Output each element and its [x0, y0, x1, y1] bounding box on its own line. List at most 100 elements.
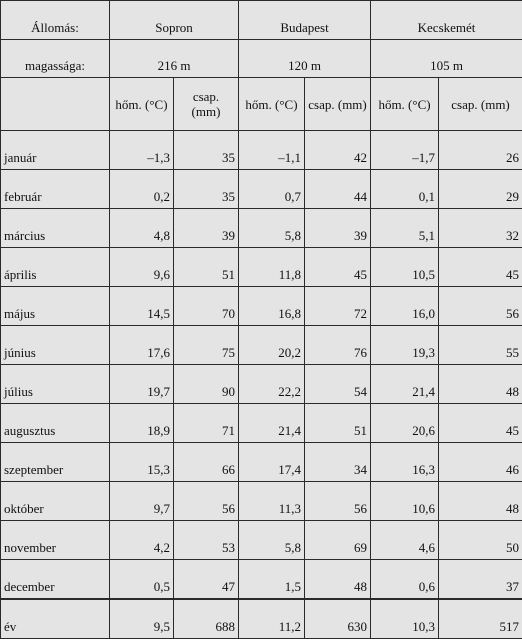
precip-cell: 45 [439, 404, 522, 443]
precip-cell: 90 [174, 365, 239, 404]
precip-cell: 66 [174, 443, 239, 482]
precip-cell: 46 [439, 443, 522, 482]
month-label: szeptember [1, 443, 110, 482]
temp-cell: 10,5 [371, 248, 439, 287]
precip-cell: 37 [439, 560, 522, 600]
altitude-kecskemet: 105 m [371, 40, 522, 78]
precip-cell: 32 [439, 209, 522, 248]
temp-cell: 18,9 [110, 404, 174, 443]
col-precip-kecskemet: csap. (mm) [439, 78, 522, 131]
precip-cell: 517 [439, 599, 522, 639]
col-precip-sopron: csap. (mm) [174, 78, 239, 131]
precip-cell: 51 [305, 404, 371, 443]
temp-cell: 15,3 [110, 443, 174, 482]
precip-cell: 51 [174, 248, 239, 287]
month-label: január [1, 131, 110, 170]
temp-cell: 17,6 [110, 326, 174, 365]
temp-cell: 5,8 [239, 521, 305, 560]
precip-cell: 54 [305, 365, 371, 404]
precip-cell: 39 [305, 209, 371, 248]
col-temp-kecskemet: hőm. (°C) [371, 78, 439, 131]
blank-header-cell [1, 78, 110, 131]
temp-cell: 17,4 [239, 443, 305, 482]
precip-cell: 56 [305, 482, 371, 521]
col-precip-budapest: csap. (mm) [305, 78, 371, 131]
temp-cell: 0,1 [371, 170, 439, 209]
precip-cell: 48 [439, 365, 522, 404]
temp-cell: 16,3 [371, 443, 439, 482]
precip-cell: 26 [439, 131, 522, 170]
temp-cell: 4,2 [110, 521, 174, 560]
station-label: Állomás: [1, 1, 110, 40]
temp-cell: 11,2 [239, 599, 305, 639]
month-label: március [1, 209, 110, 248]
temp-cell: 0,5 [110, 560, 174, 600]
precip-cell: 42 [305, 131, 371, 170]
month-label: november [1, 521, 110, 560]
col-temp-sopron: hőm. (°C) [110, 78, 174, 131]
temp-cell: –1,7 [371, 131, 439, 170]
temp-cell: 19,7 [110, 365, 174, 404]
precip-cell: 45 [305, 248, 371, 287]
temp-cell: 9,5 [110, 599, 174, 639]
col-temp-budapest: hőm. (°C) [239, 78, 305, 131]
altitude-row: magassága: 216 m 120 m 105 m [1, 40, 522, 78]
precip-cell: 55 [439, 326, 522, 365]
station-sopron: Sopron [110, 1, 239, 40]
precip-cell: 56 [174, 482, 239, 521]
precip-cell: 34 [305, 443, 371, 482]
precip-cell: 29 [439, 170, 522, 209]
precip-cell: 71 [174, 404, 239, 443]
precip-cell: 48 [439, 482, 522, 521]
month-label: július [1, 365, 110, 404]
month-label: év [1, 599, 110, 639]
altitude-budapest: 120 m [239, 40, 371, 78]
temp-cell: 4,6 [371, 521, 439, 560]
precip-cell: 72 [305, 287, 371, 326]
precip-cell: 48 [305, 560, 371, 600]
temp-cell: 19,3 [371, 326, 439, 365]
temp-cell: 16,0 [371, 287, 439, 326]
temp-cell: 10,6 [371, 482, 439, 521]
month-label: október [1, 482, 110, 521]
temp-cell: 11,3 [239, 482, 305, 521]
precip-cell: 69 [305, 521, 371, 560]
temp-cell: 22,2 [239, 365, 305, 404]
station-name-row: Állomás: Sopron Budapest Kecskemét [1, 1, 522, 40]
precip-cell: 44 [305, 170, 371, 209]
temp-cell: 21,4 [239, 404, 305, 443]
column-header-row: hőm. (°C) csap. (mm) hőm. (°C) csap. (mm… [1, 78, 522, 131]
temp-cell: 5,1 [371, 209, 439, 248]
month-label: december [1, 560, 110, 600]
temp-cell: 1,5 [239, 560, 305, 600]
temp-cell: 10,3 [371, 599, 439, 639]
altitude-sopron: 216 m [110, 40, 239, 78]
precip-cell: 53 [174, 521, 239, 560]
precip-cell: 39 [174, 209, 239, 248]
station-budapest: Budapest [239, 1, 371, 40]
month-label: május [1, 287, 110, 326]
precip-cell: 76 [305, 326, 371, 365]
month-label: április [1, 248, 110, 287]
month-label: június [1, 326, 110, 365]
precip-cell: 47 [174, 560, 239, 600]
precip-cell: 56 [439, 287, 522, 326]
precip-cell: 630 [305, 599, 371, 639]
precip-cell: 75 [174, 326, 239, 365]
precip-cell: 35 [174, 131, 239, 170]
temp-cell: 16,8 [239, 287, 305, 326]
temp-cell: 0,2 [110, 170, 174, 209]
precip-cell: 688 [174, 599, 239, 639]
temp-cell: –1,3 [110, 131, 174, 170]
month-label: augusztus [1, 404, 110, 443]
